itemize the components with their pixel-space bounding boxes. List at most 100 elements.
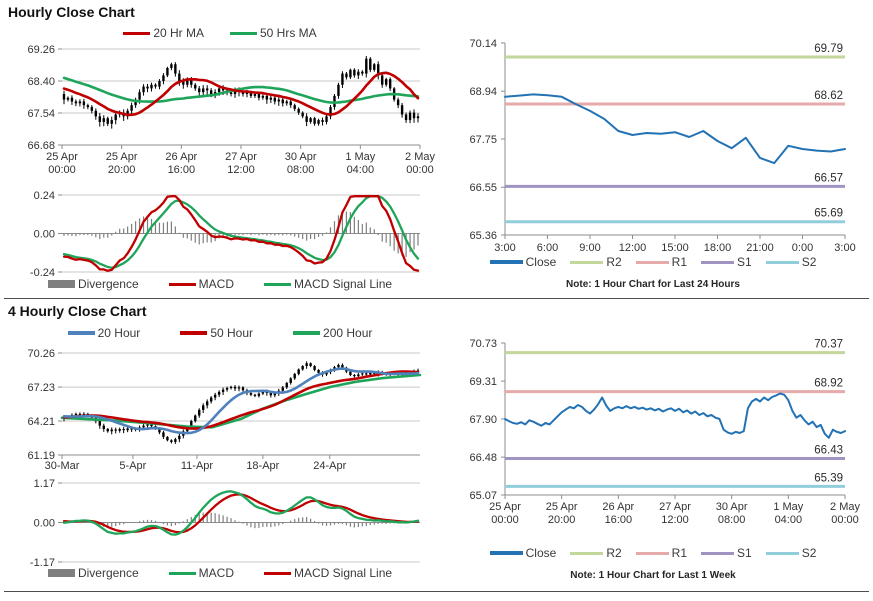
svg-text:66.55: 66.55 bbox=[469, 182, 497, 194]
macd-line-swatch bbox=[168, 282, 196, 286]
svg-text:25 Apr: 25 Apr bbox=[489, 501, 521, 513]
svg-text:5-Apr: 5-Apr bbox=[119, 460, 146, 472]
four-hourly-macd-legend: Divergence MACD MACD Signal Line bbox=[8, 566, 432, 580]
red-line-swatch bbox=[180, 331, 208, 335]
svg-text:08:00: 08:00 bbox=[718, 514, 746, 526]
svg-text:30 Apr: 30 Apr bbox=[285, 151, 317, 163]
hourly-pivot-note: Note: 1 Hour Chart for Last 24 Hours bbox=[566, 279, 740, 290]
svg-text:0.24: 0.24 bbox=[34, 190, 55, 202]
svg-text:0:00: 0:00 bbox=[792, 242, 813, 254]
close-line-swatch bbox=[489, 260, 523, 264]
svg-text:12:00: 12:00 bbox=[619, 242, 647, 254]
svg-text:25 Apr: 25 Apr bbox=[46, 151, 78, 163]
svg-text:0.00: 0.00 bbox=[34, 229, 55, 241]
blue-line-swatch bbox=[67, 331, 95, 335]
svg-text:2 May: 2 May bbox=[830, 501, 860, 513]
four-hourly-macd-chart: 1.17 0.00 -1.17 bbox=[30, 478, 420, 569]
legend-item-r1: R1 bbox=[635, 546, 687, 560]
s1-line-swatch bbox=[701, 260, 734, 264]
svg-text:-0.24: -0.24 bbox=[30, 267, 55, 279]
signal-line-swatch bbox=[264, 571, 291, 575]
svg-text:27 Apr: 27 Apr bbox=[659, 501, 691, 513]
svg-text:9:00: 9:00 bbox=[579, 242, 600, 254]
legend-item-s1: S1 bbox=[701, 255, 752, 269]
svg-text:66.57: 66.57 bbox=[814, 172, 843, 184]
four-hourly-candle-legend: 20 Hour 50 Hour 200 Hour bbox=[8, 326, 432, 340]
svg-text:65.69: 65.69 bbox=[814, 208, 843, 220]
svg-text:1 May: 1 May bbox=[773, 501, 803, 513]
svg-text:24-Apr: 24-Apr bbox=[313, 460, 346, 472]
divergence-bar-swatch bbox=[47, 280, 75, 288]
svg-text:20:00: 20:00 bbox=[108, 164, 136, 176]
svg-text:66.48: 66.48 bbox=[469, 452, 497, 464]
legend-item-50hrs-ma: 50 Hrs MA bbox=[230, 26, 317, 40]
svg-text:27 Apr: 27 Apr bbox=[225, 151, 257, 163]
svg-text:70.26: 70.26 bbox=[27, 348, 55, 360]
s2-line-swatch bbox=[765, 260, 799, 264]
legend-item-20hour: 20 Hour bbox=[67, 326, 140, 340]
svg-text:6:00: 6:00 bbox=[537, 242, 558, 254]
legend-item-r2: R2 bbox=[570, 546, 622, 560]
svg-text:21:00: 21:00 bbox=[746, 242, 774, 254]
legend-item-s2: S2 bbox=[765, 255, 816, 269]
s2-line-swatch bbox=[765, 551, 799, 555]
four-hourly-pivot-note: Note: 1 Hour Chart for Last 1 Week bbox=[570, 570, 736, 581]
section-divider bbox=[4, 298, 869, 299]
r1-line-swatch bbox=[635, 551, 669, 555]
svg-text:1.17: 1.17 bbox=[34, 478, 55, 490]
svg-text:64.21: 64.21 bbox=[27, 416, 55, 428]
svg-text:67.54: 67.54 bbox=[27, 108, 55, 120]
svg-text:70.73: 70.73 bbox=[469, 338, 497, 350]
svg-text:0.00: 0.00 bbox=[34, 518, 55, 530]
legend-item-s1: S1 bbox=[701, 546, 752, 560]
svg-text:18-Apr: 18-Apr bbox=[246, 460, 279, 472]
close-line-swatch bbox=[489, 551, 523, 555]
svg-text:69.79: 69.79 bbox=[814, 43, 843, 55]
svg-text:04:00: 04:00 bbox=[347, 164, 375, 176]
legend-item-divergence: Divergence bbox=[47, 566, 139, 580]
hourly-section-title: Hourly Close Chart bbox=[8, 4, 135, 20]
legend-item-macd: MACD bbox=[168, 277, 234, 291]
svg-text:66.43: 66.43 bbox=[814, 444, 843, 456]
svg-text:69.26: 69.26 bbox=[27, 44, 55, 56]
svg-text:00:00: 00:00 bbox=[831, 514, 859, 526]
svg-text:68.62: 68.62 bbox=[814, 90, 843, 102]
four-hourly-section-title: 4 Hourly Close Chart bbox=[8, 303, 147, 319]
svg-text:25 Apr: 25 Apr bbox=[546, 501, 578, 513]
svg-text:18:00: 18:00 bbox=[704, 242, 732, 254]
legend-item-close: Close bbox=[489, 546, 556, 560]
bottom-divider bbox=[4, 591, 869, 592]
svg-text:30-Mar: 30-Mar bbox=[45, 460, 80, 472]
svg-text:67.75: 67.75 bbox=[469, 134, 497, 146]
svg-text:67.90: 67.90 bbox=[469, 414, 497, 426]
legend-item-macd-signal: MACD Signal Line bbox=[264, 277, 392, 291]
svg-text:26 Apr: 26 Apr bbox=[602, 501, 634, 513]
legend-item-20hr-ma: 20 Hr MA bbox=[123, 26, 204, 40]
legend-item-s2: S2 bbox=[765, 546, 816, 560]
legend-item-close: Close bbox=[489, 255, 556, 269]
hourly-pivot-legend: Close R2 R1 S1 S2 bbox=[438, 255, 868, 269]
legend-item-r2: R2 bbox=[570, 255, 622, 269]
svg-text:68.40: 68.40 bbox=[27, 76, 55, 88]
svg-text:25 Apr: 25 Apr bbox=[106, 151, 138, 163]
green-line-swatch bbox=[230, 31, 257, 35]
r1-line-swatch bbox=[635, 260, 669, 264]
svg-text:00:00: 00:00 bbox=[491, 514, 519, 526]
legend-item-macd: MACD bbox=[168, 566, 234, 580]
macd-line-swatch bbox=[168, 571, 196, 575]
svg-text:68.92: 68.92 bbox=[814, 378, 843, 390]
svg-text:-1.17: -1.17 bbox=[30, 557, 55, 569]
svg-text:16:00: 16:00 bbox=[605, 514, 633, 526]
hourly-macd-legend: Divergence MACD MACD Signal Line bbox=[8, 277, 432, 291]
svg-text:04:00: 04:00 bbox=[775, 514, 803, 526]
svg-text:12:00: 12:00 bbox=[227, 164, 255, 176]
svg-text:16:00: 16:00 bbox=[168, 164, 196, 176]
svg-text:08:00: 08:00 bbox=[287, 164, 315, 176]
r2-line-swatch bbox=[570, 260, 604, 264]
svg-text:12:00: 12:00 bbox=[661, 514, 689, 526]
svg-text:2 May: 2 May bbox=[405, 151, 435, 163]
svg-text:11-Apr: 11-Apr bbox=[181, 460, 214, 472]
